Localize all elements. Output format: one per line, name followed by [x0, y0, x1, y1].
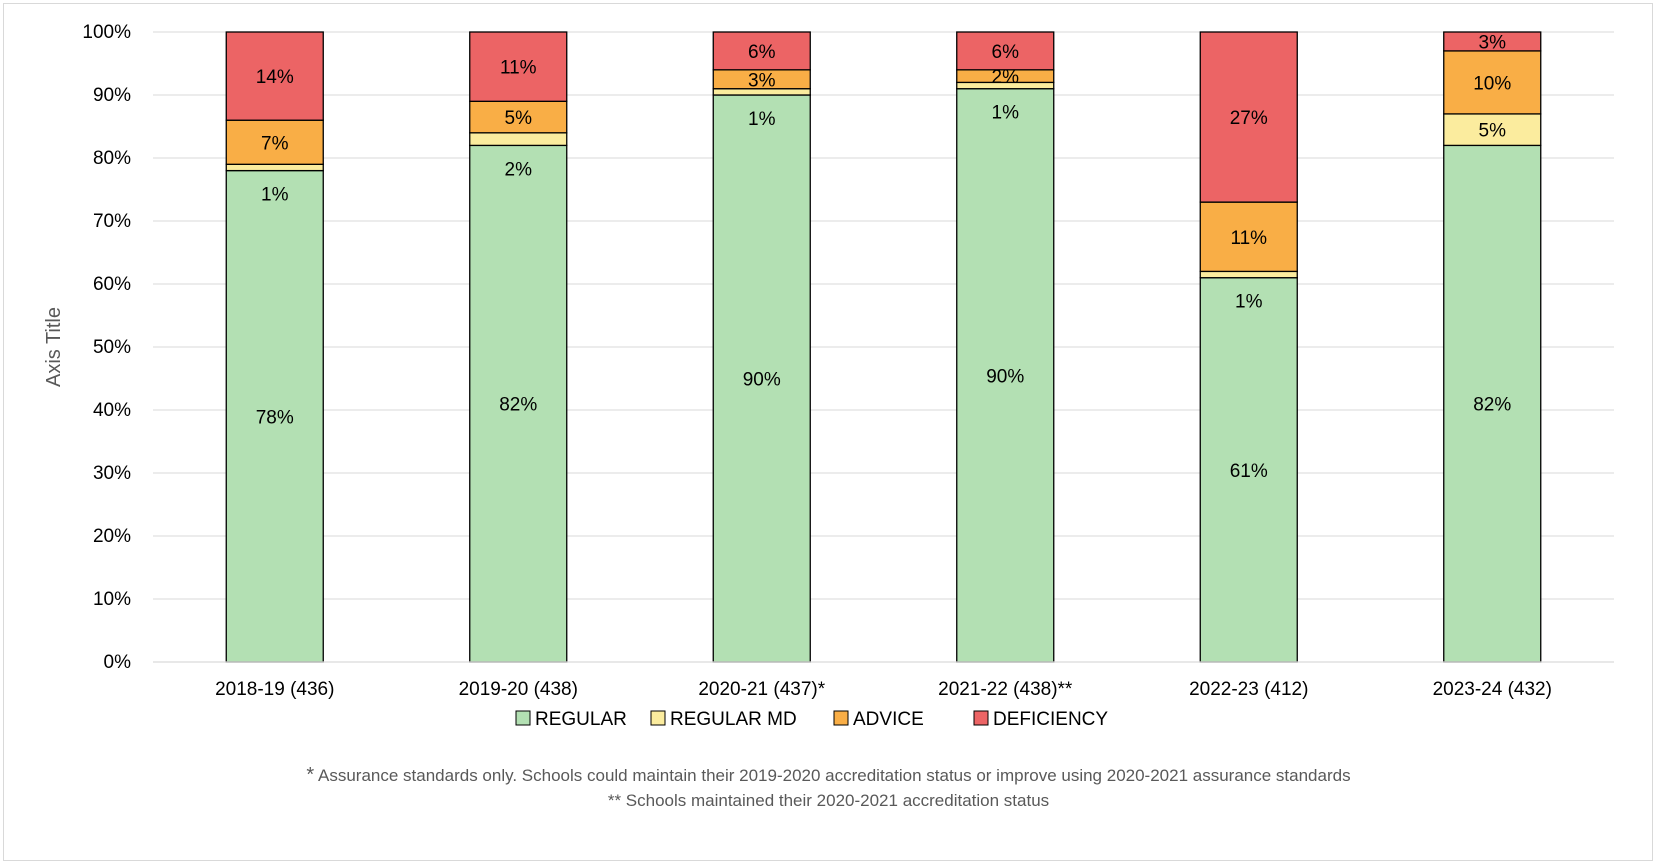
data-label: 6%	[748, 42, 776, 63]
legend-swatch-regular	[515, 710, 531, 726]
y-tick-label: 50%	[93, 337, 131, 358]
data-label: 1%	[748, 109, 776, 130]
y-tick-label: 0%	[104, 652, 132, 673]
data-label: 82%	[1473, 395, 1511, 416]
y-tick-label: 20%	[93, 526, 131, 547]
bar-segment-regular-md	[1199, 270, 1298, 279]
y-tick-label: 60%	[93, 274, 131, 295]
data-label: 10%	[1473, 73, 1511, 94]
x-tick-label: 2018-19 (436)	[215, 679, 334, 700]
legend-label: REGULAR	[535, 709, 627, 730]
y-tick-label: 100%	[82, 22, 131, 43]
bar-segment-advice	[1443, 50, 1542, 115]
x-tick-label: 2020-21 (437)*	[698, 679, 825, 700]
legend-label: REGULAR MD	[670, 709, 797, 730]
x-tick-label: 2021-22 (438)**	[938, 679, 1073, 700]
data-label: 3%	[1479, 32, 1507, 53]
y-tick-label: 80%	[93, 148, 131, 169]
bar-segment-regular	[1443, 144, 1542, 663]
x-tick-label: 2019-20 (438)	[459, 679, 578, 700]
bar-segment-regular	[1199, 277, 1298, 663]
bar-segment-regular	[956, 88, 1055, 663]
data-label: 27%	[1230, 108, 1268, 129]
y-tick-label: 10%	[93, 589, 131, 610]
data-label: 6%	[992, 42, 1020, 63]
legend-swatch-advice	[833, 710, 849, 726]
y-tick-label: 30%	[93, 463, 131, 484]
bar-segment-regular	[225, 169, 324, 663]
data-label: 11%	[500, 58, 537, 79]
x-tick-label: 2023-24 (432)	[1433, 679, 1552, 700]
bar-segment-deficiency	[1443, 31, 1542, 52]
data-label: 14%	[256, 67, 294, 88]
data-label: 1%	[992, 103, 1020, 124]
bar-segment-deficiency	[712, 31, 811, 71]
footnote-1-marker: *	[306, 764, 315, 786]
x-tick-label: 2022-23 (412)	[1189, 679, 1308, 700]
bar-segment-advice	[1199, 201, 1298, 273]
data-label: 61%	[1230, 461, 1268, 482]
y-tick-label: 70%	[93, 211, 131, 232]
footnote-1-text: Assurance standards only. Schools could …	[314, 766, 1351, 785]
y-axis-title: Axis Title	[43, 307, 65, 387]
data-label: 2%	[505, 159, 533, 180]
bar-segment-deficiency	[956, 31, 1055, 71]
data-label: 2%	[992, 67, 1020, 88]
bar-segment-regular-md	[225, 163, 324, 172]
y-tick-label: 90%	[93, 85, 131, 106]
legend-swatch-regular-md	[650, 710, 666, 726]
data-label: 7%	[261, 133, 289, 154]
footnote-1: * Assurance standards only. Schools coul…	[0, 764, 1657, 787]
data-label: 5%	[1479, 121, 1507, 142]
data-label: 90%	[986, 366, 1024, 387]
data-label: 11%	[1230, 228, 1267, 249]
bar-segment-regular-md	[469, 132, 568, 147]
bar-segment-deficiency	[225, 31, 324, 121]
data-label: 90%	[743, 370, 781, 391]
data-label: 5%	[505, 108, 533, 129]
y-tick-label: 40%	[93, 400, 131, 421]
footnote-2: ** Schools maintained their 2020-2021 ac…	[607, 791, 1050, 810]
bar-segment-deficiency	[1199, 31, 1298, 203]
legend-label: DEFICIENCY	[993, 709, 1108, 730]
data-label: 3%	[748, 70, 776, 91]
bar-segment-regular	[469, 144, 568, 663]
data-label: 1%	[1235, 292, 1263, 313]
data-label: 82%	[499, 395, 537, 416]
bar-segment-regular	[712, 94, 811, 663]
data-label: 78%	[256, 407, 294, 428]
bar-segment-advice	[225, 119, 324, 165]
legend-swatch-deficiency	[973, 710, 989, 726]
data-label: 1%	[261, 185, 289, 206]
legend-label: ADVICE	[853, 709, 924, 730]
bar-segment-deficiency	[469, 31, 568, 102]
bar-segment-regular-md	[1443, 113, 1542, 147]
